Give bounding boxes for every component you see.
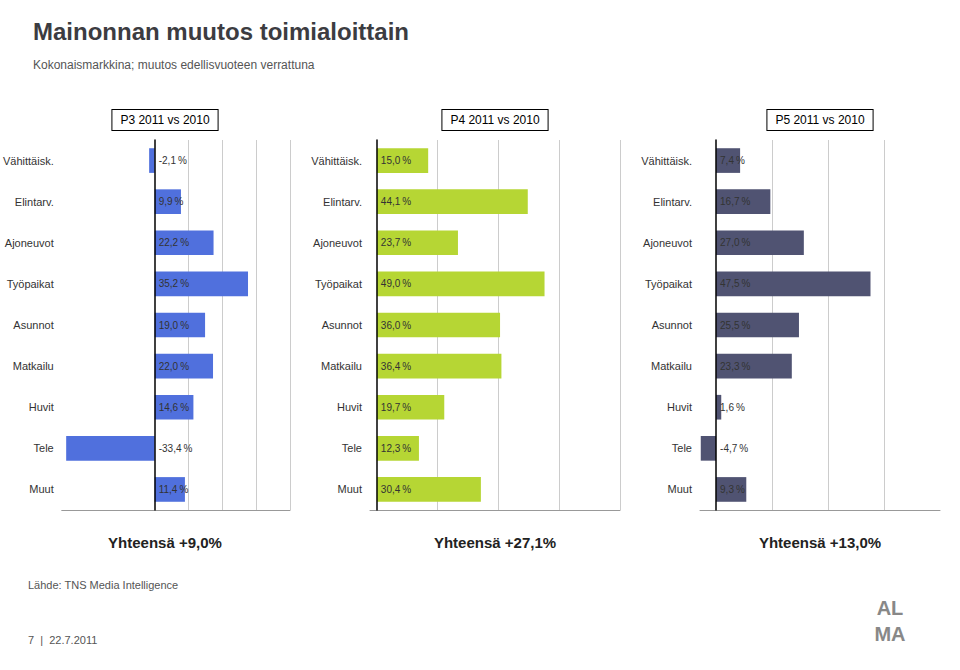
svg-text:Ajoneuvot: Ajoneuvot [643,237,692,249]
svg-text:P5 2011 vs 2010: P5 2011 vs 2010 [775,113,865,127]
svg-text:Yhteensä +27,1%: Yhteensä +27,1% [434,534,556,551]
svg-text:27,0 %: 27,0 % [720,237,750,248]
svg-text:Työpaikat: Työpaikat [7,278,54,290]
svg-text:30,4 %: 30,4 % [381,484,411,495]
svg-text:Muut: Muut [338,483,362,495]
svg-text:47,5 %: 47,5 % [720,278,750,289]
svg-text:11,4 %: 11,4 % [159,484,189,495]
svg-text:Tele: Tele [34,442,54,454]
svg-text:Yhteensä +9,0%: Yhteensä +9,0% [108,534,222,551]
svg-text:14,6 %: 14,6 % [159,402,189,413]
svg-text:49,0 %: 49,0 % [381,278,411,289]
svg-text:MA: MA [874,623,905,645]
svg-text:Matkailu: Matkailu [13,360,54,372]
svg-text:16,7 %: 16,7 % [720,196,750,207]
svg-text:23,7 %: 23,7 % [381,237,411,248]
svg-text:23,3 %: 23,3 % [720,361,750,372]
svg-text:44,1 %: 44,1 % [381,196,411,207]
svg-text:Ajoneuvot: Ajoneuvot [313,237,362,249]
svg-text:-33,4 %: -33,4 % [159,443,193,454]
svg-text:P4 2011 vs 2010: P4 2011 vs 2010 [450,113,540,127]
svg-text:7,4 %: 7,4 % [720,155,745,166]
svg-text:-2,1 %: -2,1 % [159,155,187,166]
svg-text:Elintarv.: Elintarv. [323,196,362,208]
svg-text:-4,7 %: -4,7 % [720,443,748,454]
svg-text:Asunnot: Asunnot [652,319,692,331]
svg-text:P3 2011 vs 2010: P3 2011 vs 2010 [120,113,210,127]
svg-text:Huvit: Huvit [667,401,692,413]
svg-text:Huvit: Huvit [337,401,362,413]
svg-text:9,9 %: 9,9 % [159,196,184,207]
svg-text:Työpaikat: Työpaikat [315,278,362,290]
svg-text:22,0 %: 22,0 % [159,361,189,372]
svg-text:Tele: Tele [342,442,362,454]
svg-text:Työpaikat: Työpaikat [645,278,692,290]
svg-text:Muut: Muut [668,483,692,495]
svg-text:7 | 22.7.2011: 7 | 22.7.2011 [28,634,97,646]
svg-text:1,6 %: 1,6 % [720,402,745,413]
svg-text:Vähittäisk.: Vähittäisk. [641,155,692,167]
svg-text:36,4 %: 36,4 % [381,361,411,372]
svg-text:Ajoneuvot: Ajoneuvot [5,237,54,249]
svg-text:9,3 %: 9,3 % [720,484,745,495]
svg-text:Kokonaismarkkina; muutos edell: Kokonaismarkkina; muutos edellisvuoteen … [33,58,315,72]
svg-text:19,0 %: 19,0 % [159,320,189,331]
svg-text:35,2 %: 35,2 % [159,278,189,289]
svg-text:12,3 %: 12,3 % [381,443,411,454]
svg-text:Huvit: Huvit [29,401,54,413]
svg-text:19,7 %: 19,7 % [381,402,411,413]
svg-text:Elintarv.: Elintarv. [653,196,692,208]
svg-text:Matkailu: Matkailu [651,360,692,372]
svg-text:Muut: Muut [29,483,53,495]
svg-text:36,0 %: 36,0 % [381,320,411,331]
svg-text:Elintarv.: Elintarv. [15,196,54,208]
svg-text:Asunnot: Asunnot [13,319,53,331]
svg-text:AL: AL [877,597,904,619]
svg-text:Asunnot: Asunnot [322,319,362,331]
svg-text:Vähittäisk.: Vähittäisk. [3,155,54,167]
svg-text:Tele: Tele [672,442,692,454]
svg-text:Mainonnan muutos toimialoittai: Mainonnan muutos toimialoittain [33,18,409,45]
svg-text:Vähittäisk.: Vähittäisk. [311,155,362,167]
svg-text:Matkailu: Matkailu [321,360,362,372]
svg-text:22,2 %: 22,2 % [159,237,189,248]
svg-text:Lähde: TNS Media Intelligence: Lähde: TNS Media Intelligence [28,579,178,591]
svg-text:25,5 %: 25,5 % [720,320,750,331]
svg-text:15,0 %: 15,0 % [381,155,411,166]
svg-text:Yhteensä +13,0%: Yhteensä +13,0% [759,534,881,551]
